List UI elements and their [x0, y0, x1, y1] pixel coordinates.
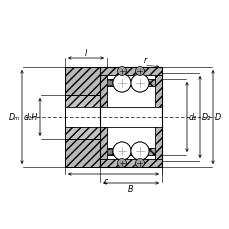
Bar [106, 148, 154, 155]
Bar [106, 80, 154, 87]
Bar [63, 108, 163, 128]
Circle shape [112, 75, 131, 93]
Text: d₁H: d₁H [24, 113, 38, 122]
Text: d: d [124, 107, 129, 116]
Circle shape [117, 67, 126, 76]
Bar [100, 76, 106, 159]
Circle shape [135, 67, 144, 76]
Bar [65, 95, 100, 139]
Bar [106, 81, 112, 86]
Bar [106, 149, 112, 154]
Circle shape [117, 159, 126, 168]
Text: Dₘ: Dₘ [9, 113, 20, 122]
Text: D₂: D₂ [201, 113, 210, 122]
Text: D: D [214, 113, 220, 122]
Circle shape [131, 75, 148, 93]
Bar [106, 80, 154, 87]
Circle shape [131, 75, 148, 93]
Circle shape [131, 142, 148, 160]
Bar [154, 76, 161, 159]
Bar [100, 68, 161, 167]
Bar [65, 68, 100, 95]
Text: r: r [143, 56, 146, 65]
Text: d₂: d₂ [188, 113, 196, 122]
Text: l: l [85, 48, 87, 57]
Circle shape [135, 159, 144, 168]
Bar [65, 139, 100, 167]
Circle shape [112, 75, 131, 93]
Bar [100, 68, 161, 76]
Circle shape [131, 142, 148, 160]
Text: B: B [128, 185, 133, 194]
Circle shape [112, 142, 131, 160]
Bar [106, 148, 154, 155]
Text: c: c [103, 176, 107, 185]
Circle shape [112, 142, 131, 160]
Bar [100, 159, 161, 167]
